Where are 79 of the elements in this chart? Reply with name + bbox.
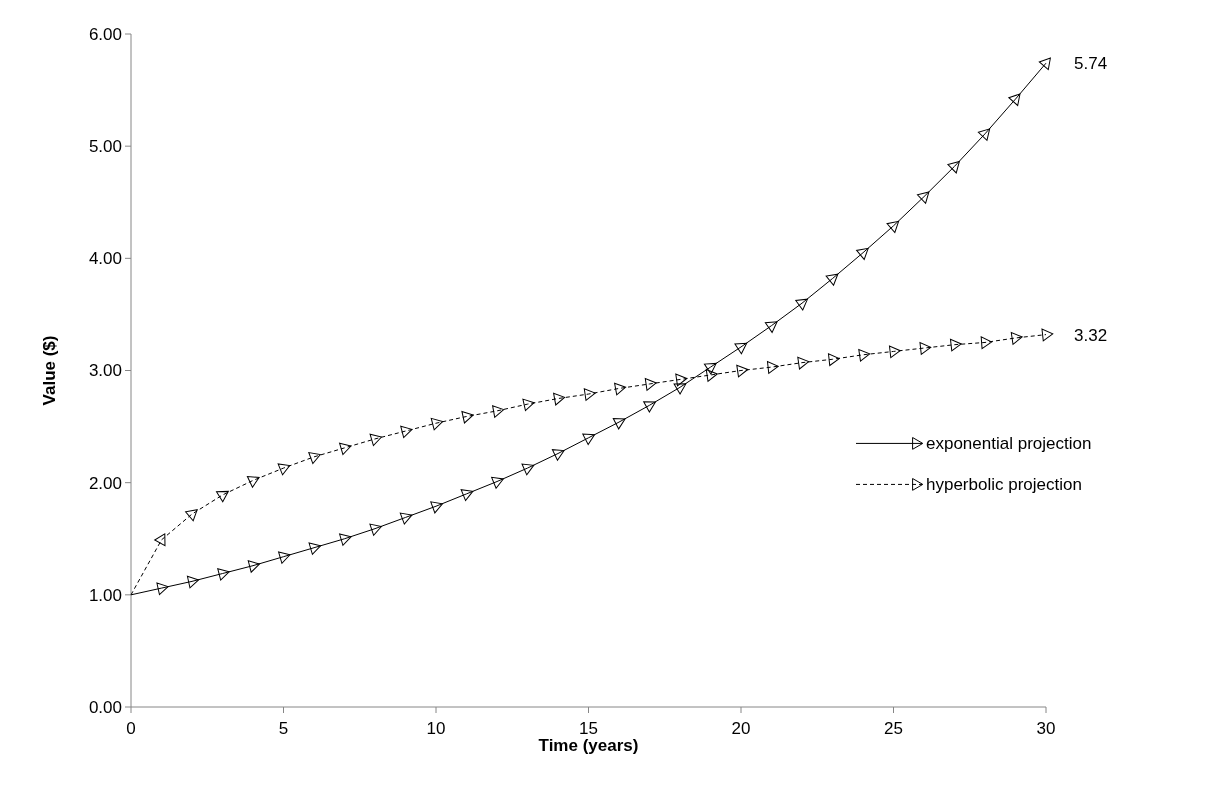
point <box>1038 57 1051 71</box>
point <box>947 161 960 174</box>
point <box>797 356 810 370</box>
point <box>369 433 383 447</box>
point <box>247 560 261 573</box>
point <box>156 582 169 596</box>
point <box>583 388 596 401</box>
point <box>766 361 779 374</box>
point <box>491 476 504 489</box>
point <box>949 338 962 352</box>
point <box>461 410 474 424</box>
point <box>736 364 749 378</box>
point <box>308 452 321 465</box>
point <box>551 449 565 461</box>
point <box>916 191 930 204</box>
point <box>553 392 566 406</box>
point <box>460 489 474 502</box>
y-tick-label: 1.00 <box>88 585 122 605</box>
y-tick-label: 3.00 <box>88 361 122 381</box>
x-tick-label: 5 <box>278 719 289 738</box>
point <box>1010 332 1023 345</box>
point <box>186 575 200 589</box>
point <box>858 348 871 362</box>
point <box>217 568 230 581</box>
x-tick-label: 10 <box>426 719 446 738</box>
point <box>430 501 443 514</box>
point <box>612 417 626 430</box>
point <box>339 533 352 546</box>
point <box>399 512 413 525</box>
point <box>825 273 839 286</box>
point <box>734 342 748 355</box>
point <box>614 382 627 396</box>
legend-label: exponential projection <box>926 434 1092 454</box>
x-tick-label: 25 <box>884 719 903 738</box>
point <box>1041 328 1054 342</box>
point <box>308 542 322 555</box>
point <box>522 398 535 412</box>
point <box>703 362 717 375</box>
x-tick-label: 15 <box>579 719 598 738</box>
point <box>278 551 291 564</box>
point <box>339 442 352 455</box>
point <box>888 345 901 359</box>
x-axis-title: Time (years) <box>538 736 639 755</box>
point <box>246 476 260 488</box>
y-tick-label: 0.00 <box>88 697 122 717</box>
point <box>492 405 505 418</box>
data-label: 3.32 <box>1074 325 1108 345</box>
point <box>675 373 688 387</box>
point <box>705 369 718 382</box>
x-tick-label: 30 <box>1036 719 1056 738</box>
data-label: 5.74 <box>1074 54 1108 74</box>
point <box>430 417 444 431</box>
point <box>977 128 991 141</box>
x-tick-label: 20 <box>731 719 751 738</box>
point <box>369 523 382 536</box>
point <box>185 509 198 522</box>
point <box>919 342 932 355</box>
point <box>827 353 840 367</box>
point <box>673 383 687 395</box>
y-tick-label: 2.00 <box>88 473 122 493</box>
y-tick-label: 4.00 <box>88 249 122 269</box>
point <box>644 378 657 391</box>
point <box>216 490 229 503</box>
point <box>764 321 778 333</box>
point <box>1008 93 1021 106</box>
point <box>521 463 535 476</box>
legend-label: hyperbolic projection <box>926 475 1082 495</box>
y-tick-label: 5.00 <box>88 137 122 157</box>
point <box>400 425 413 439</box>
point <box>795 298 808 311</box>
point <box>856 247 869 260</box>
point <box>643 401 656 413</box>
point <box>277 463 291 476</box>
point <box>886 220 900 233</box>
point <box>582 433 596 446</box>
x-tick-label: 0 <box>126 719 136 738</box>
y-axis-title: Value ($) <box>40 335 59 406</box>
y-tick-label: 6.00 <box>88 24 122 44</box>
point <box>980 336 993 350</box>
